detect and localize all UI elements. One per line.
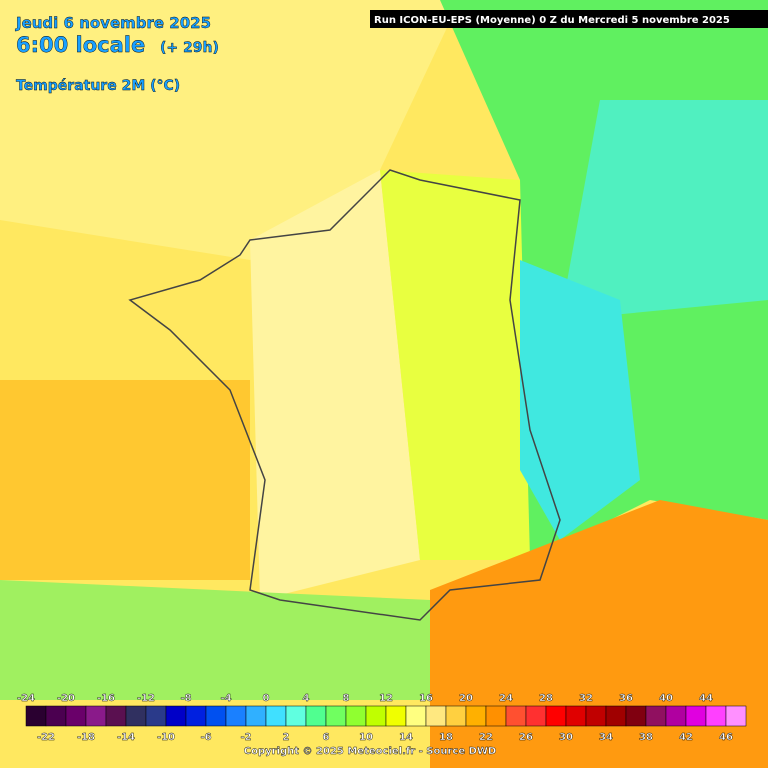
legend-swatch <box>725 705 747 727</box>
run-box <box>370 10 768 28</box>
legend-label: 26 <box>519 732 533 743</box>
date: Jeudi 6 novembre 2025 <box>15 14 211 32</box>
legend-label: 8 <box>343 693 350 704</box>
legend-swatch <box>705 705 727 727</box>
legend-swatch <box>185 705 207 727</box>
legend-label: 10 <box>359 732 373 743</box>
legend-label: 44 <box>699 693 713 704</box>
cool-area <box>560 100 768 320</box>
legend-swatch <box>285 705 307 727</box>
legend-swatch <box>425 705 447 727</box>
legend-label: -10 <box>157 732 175 743</box>
legend-swatch <box>485 705 507 727</box>
legend-label: 20 <box>459 693 473 704</box>
spain-area <box>0 580 430 700</box>
legend-swatch <box>465 705 487 727</box>
legend-label: 6 <box>323 732 330 743</box>
legend-label: 42 <box>679 732 693 743</box>
legend-swatch <box>585 705 607 727</box>
legend-label: 32 <box>579 693 593 704</box>
legend-swatch <box>385 705 407 727</box>
legend-label: 22 <box>479 732 493 743</box>
france-east <box>380 170 530 560</box>
mediterranean <box>430 500 768 768</box>
legend-label: -18 <box>77 732 95 743</box>
legend-swatch <box>405 705 427 727</box>
legend-label: 30 <box>559 732 573 743</box>
legend-label: 40 <box>659 693 673 704</box>
legend-swatch <box>205 705 227 727</box>
legend-label: 18 <box>439 732 453 743</box>
legend-label: 36 <box>619 693 633 704</box>
legend-swatch <box>665 705 687 727</box>
legend-swatch <box>325 705 347 727</box>
legend-label: -22 <box>37 732 55 743</box>
legend-swatch <box>245 705 267 727</box>
legend-swatch <box>505 705 527 727</box>
legend-swatch <box>545 705 567 727</box>
legend-label: -8 <box>180 693 191 704</box>
legend-swatch <box>25 705 47 727</box>
legend-label: 24 <box>499 693 513 704</box>
legend-swatch <box>345 705 367 727</box>
atlantic <box>0 380 250 580</box>
legend-swatch <box>145 705 167 727</box>
run-info: Run ICON-EU-EPS (Moyenne) 0 Z du Mercred… <box>374 15 730 26</box>
legend-swatch <box>85 705 107 727</box>
legend-label: 0 <box>263 693 270 704</box>
legend-label: 12 <box>379 693 393 704</box>
north-area <box>0 0 460 260</box>
legend-swatch <box>305 705 327 727</box>
legend-label: -14 <box>117 732 135 743</box>
legend-swatch <box>565 705 587 727</box>
lead-time: (+ 29h) <box>160 40 219 56</box>
legend-label: -20 <box>57 693 75 704</box>
legend-swatch <box>125 705 147 727</box>
legend-swatch <box>685 705 707 727</box>
legend-swatch <box>605 705 627 727</box>
legend: -24-22-20-18-16-14-12-10-8-6-4-202468101… <box>17 693 747 743</box>
legend-label: -6 <box>200 732 211 743</box>
legend-label: 4 <box>303 693 310 704</box>
field: Température 2M (°C) <box>16 78 180 94</box>
legend-swatch <box>45 705 67 727</box>
copyright: Copyright © 2025 Meteociel.fr - Source D… <box>244 746 496 757</box>
legend-swatch <box>105 705 127 727</box>
legend-label: 34 <box>599 732 613 743</box>
legend-swatch <box>365 705 387 727</box>
legend-label: 2 <box>283 732 290 743</box>
legend-swatch <box>225 705 247 727</box>
legend-label: -12 <box>137 693 155 704</box>
coastline <box>128 169 561 621</box>
legend-label: 38 <box>639 732 653 743</box>
legend-label: 28 <box>539 693 553 704</box>
legend-label: -24 <box>17 693 35 704</box>
legend-label: -16 <box>97 693 115 704</box>
time: 6:00 locale <box>16 33 145 57</box>
legend-swatch <box>265 705 287 727</box>
legend-label: 14 <box>399 732 413 743</box>
legend-label: -2 <box>240 732 251 743</box>
legend-swatch <box>625 705 647 727</box>
legend-swatch <box>65 705 87 727</box>
legend-label: 16 <box>419 693 433 704</box>
legend-swatch <box>645 705 667 727</box>
legend-label: 46 <box>719 732 733 743</box>
legend-label: -4 <box>220 693 231 704</box>
alps-area <box>520 260 640 540</box>
legend-swatch <box>165 705 187 727</box>
france-west <box>250 170 420 600</box>
legend-swatch <box>445 705 467 727</box>
legend-swatch <box>525 705 547 727</box>
